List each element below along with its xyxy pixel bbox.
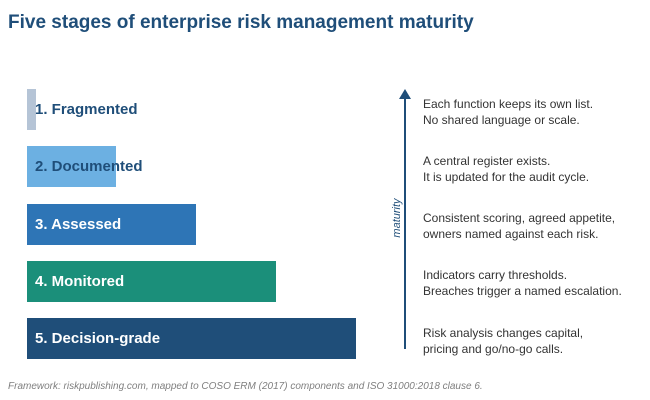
description-line: Each function keeps its own list.: [423, 97, 594, 111]
source-footnote: Framework: riskpublishing.com, mapped to…: [8, 381, 483, 392]
arrow-up-icon: [399, 89, 411, 99]
description-line: pricing and go/no-go calls.: [423, 342, 564, 356]
description-line: No shared language or scale.: [423, 113, 580, 127]
stage-label-1: 1. Fragmented: [35, 101, 138, 118]
maturity-axis-line: [404, 97, 406, 349]
description-line: It is updated for the audit cycle.: [423, 170, 590, 184]
description-line: Breaches trigger a named escalation.: [423, 284, 622, 298]
description-line: Indicators carry thresholds.: [423, 268, 568, 282]
stage-description-2: A central register exists. It is updated…: [423, 153, 589, 185]
page-title: Five stages of enterprise risk managemen…: [8, 12, 474, 33]
stage-description-1: Each function keeps its own list. No sha…: [423, 96, 593, 128]
stage-description-5: Risk analysis changes capital, pricing a…: [423, 325, 583, 357]
description-line: A central register exists.: [423, 154, 551, 168]
stage-label-5: 5. Decision-grade: [35, 330, 161, 347]
stage-label-2: 2. Documented: [35, 158, 143, 175]
stage-description-4: Indicators carry thresholds. Breaches tr…: [423, 267, 622, 299]
description-line: owners named against each risk.: [423, 227, 599, 241]
description-line: Consistent scoring, agreed appetite,: [423, 211, 616, 225]
stage-description-3: Consistent scoring, agreed appetite, own…: [423, 210, 615, 242]
description-line: Risk analysis changes capital,: [423, 326, 584, 340]
stage-label-3: 3. Assessed: [35, 216, 122, 233]
maturity-axis-label: maturity: [391, 198, 403, 238]
stage-bar-1: [27, 89, 36, 130]
stage-label-4: 4. Monitored: [35, 273, 125, 290]
stage-bar-5: [27, 318, 356, 359]
stage-bar-2: [27, 146, 116, 187]
stage-bar-4: [27, 261, 276, 302]
stage-bar-3: [27, 204, 196, 245]
